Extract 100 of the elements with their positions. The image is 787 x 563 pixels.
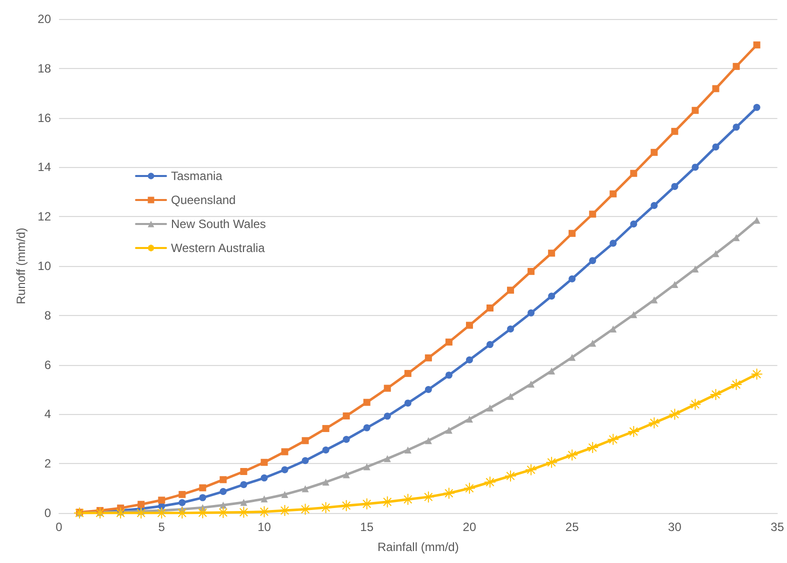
point — [240, 481, 248, 488]
point — [650, 148, 658, 156]
point — [507, 392, 514, 400]
point — [589, 257, 596, 264]
point — [281, 466, 288, 474]
point — [281, 490, 288, 498]
point — [589, 340, 596, 347]
point — [692, 265, 699, 272]
y-tick-label: 4 — [44, 407, 52, 422]
point — [730, 378, 742, 391]
y-tick-label: 14 — [38, 160, 52, 174]
point — [322, 425, 330, 432]
point — [486, 404, 494, 412]
x-tick-label: 25 — [565, 520, 580, 534]
y-tick-label: 2 — [44, 456, 52, 471]
y-tick-label: 16 — [38, 110, 52, 125]
point — [610, 325, 617, 332]
point — [486, 341, 494, 348]
point — [528, 268, 535, 275]
point — [732, 124, 740, 131]
point — [342, 436, 350, 443]
point — [178, 490, 186, 498]
point — [630, 220, 638, 228]
legend-label: New South Wales — [171, 217, 266, 231]
point — [504, 470, 517, 482]
point — [404, 400, 412, 407]
point — [424, 386, 432, 393]
point — [589, 210, 596, 218]
point — [302, 485, 309, 492]
point — [650, 296, 658, 304]
x-axis-title: Rainfall (mm/d) — [377, 540, 459, 554]
point — [466, 356, 473, 364]
point — [240, 498, 248, 506]
point — [507, 286, 514, 294]
point — [568, 354, 576, 361]
point — [712, 85, 720, 92]
point — [528, 309, 535, 316]
point — [220, 502, 227, 509]
point — [363, 463, 370, 470]
point — [199, 484, 206, 492]
point — [689, 398, 702, 410]
point — [363, 398, 370, 406]
point — [630, 170, 638, 177]
point — [158, 496, 166, 504]
point — [586, 442, 599, 454]
point — [220, 488, 227, 496]
point — [546, 456, 558, 468]
point — [260, 458, 268, 466]
point — [322, 446, 330, 454]
point — [178, 499, 186, 506]
legend-label: Queensland — [171, 193, 236, 207]
x-tick-label: 0 — [56, 520, 63, 534]
point — [466, 322, 473, 329]
point — [548, 292, 556, 300]
point — [484, 476, 496, 488]
point — [442, 487, 455, 500]
point — [753, 104, 760, 111]
x-tick-label: 10 — [258, 520, 272, 534]
point — [424, 437, 432, 444]
point — [732, 62, 740, 70]
y-tick-label: 10 — [38, 259, 52, 273]
y-tick-label: 18 — [38, 61, 52, 76]
point — [630, 311, 638, 318]
point — [528, 380, 535, 388]
y-tick-label: 0 — [44, 506, 52, 520]
point — [199, 494, 206, 502]
point — [486, 304, 494, 312]
point — [342, 471, 350, 478]
point — [404, 370, 412, 377]
x-tick-label: 30 — [668, 520, 682, 534]
point — [384, 412, 391, 420]
point — [610, 190, 617, 198]
point — [445, 372, 452, 379]
x-tick-label: 20 — [462, 520, 476, 534]
point — [445, 338, 452, 346]
point — [712, 250, 720, 258]
point — [402, 493, 414, 506]
point — [463, 482, 476, 494]
point — [548, 367, 556, 374]
point — [322, 478, 330, 486]
point — [281, 448, 288, 456]
point — [548, 250, 556, 257]
point — [568, 230, 576, 237]
point — [240, 468, 248, 476]
x-tick-label: 15 — [360, 520, 374, 534]
point — [507, 325, 514, 332]
point — [650, 202, 658, 209]
x-tick-label: 5 — [158, 520, 166, 534]
point — [384, 455, 391, 462]
point — [404, 446, 412, 454]
point — [710, 388, 722, 400]
point — [220, 476, 227, 484]
x-tick-label: 35 — [770, 520, 784, 534]
point — [525, 464, 538, 476]
point — [610, 240, 617, 247]
point — [692, 106, 699, 114]
point — [260, 474, 268, 482]
point — [424, 354, 432, 362]
point — [732, 234, 740, 242]
y-tick-label: 6 — [44, 358, 52, 372]
